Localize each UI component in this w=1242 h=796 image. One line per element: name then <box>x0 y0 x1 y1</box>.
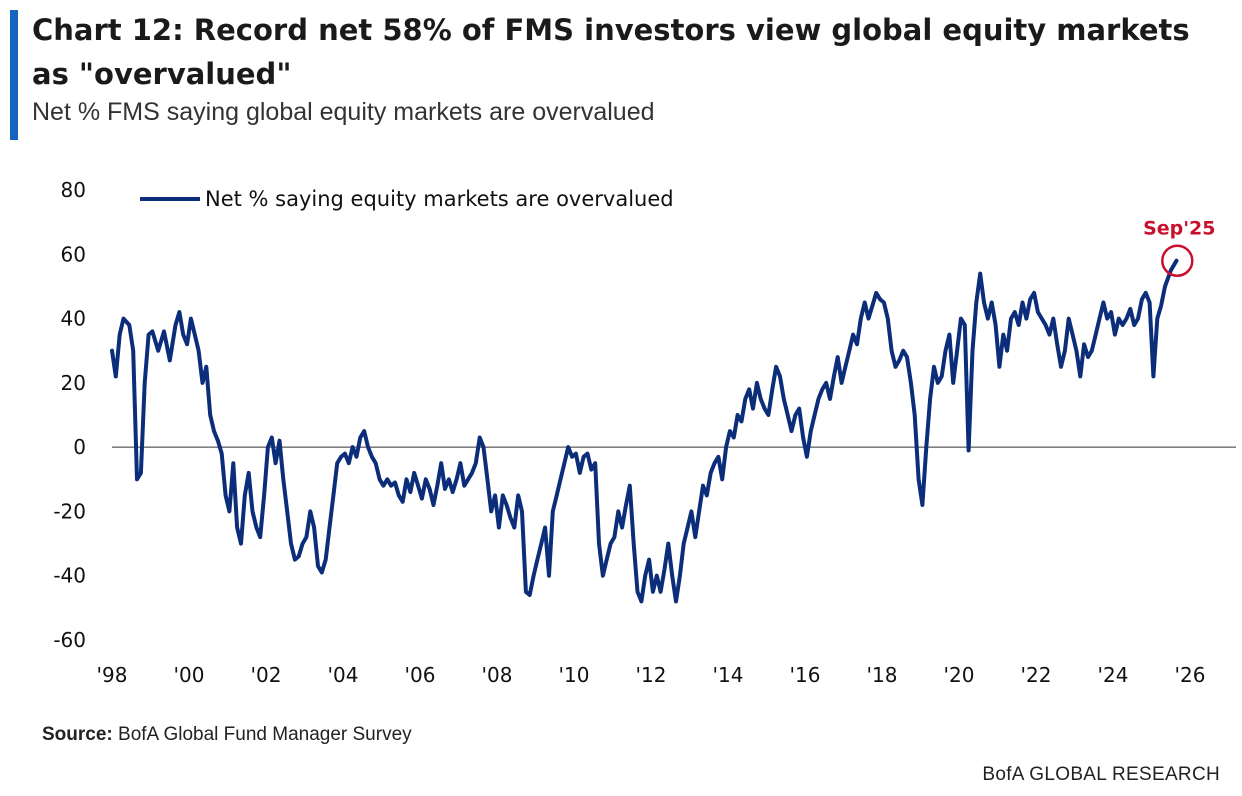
callout-label: Sep'25 <box>1143 218 1215 240</box>
line-chart: 80 60 40 20 0 -20 -40 -60 '98 '00 '02 '04 '06 '08 '10… <box>53 178 1236 687</box>
annotation: Sep'25 <box>1143 218 1216 277</box>
x-tick-label: '00 <box>174 663 205 687</box>
x-tick-label: '98 <box>97 663 128 687</box>
y-tick-label: 40 <box>61 307 86 331</box>
x-tick-label: '20 <box>944 663 975 687</box>
x-tick-label: '14 <box>713 663 744 687</box>
title-accent-bar <box>10 10 18 140</box>
y-tick-label: 60 <box>61 242 86 266</box>
y-tick-label: 20 <box>61 371 86 395</box>
x-tick-label: '08 <box>482 663 513 687</box>
y-tick-label: 0 <box>73 435 86 459</box>
x-tick-label: '24 <box>1098 663 1129 687</box>
series-line <box>110 258 1179 604</box>
x-tick-label: '18 <box>867 663 898 687</box>
chart-subtitle: Net % FMS saying global equity markets a… <box>32 98 655 126</box>
x-tick-label: '10 <box>559 663 590 687</box>
y-tick-label: -60 <box>53 628 86 652</box>
source-label: Source: <box>42 724 113 745</box>
brand-label: BofA GLOBAL RESEARCH <box>982 764 1220 785</box>
y-tick-label: 80 <box>61 178 86 202</box>
x-tick-label: '26 <box>1175 663 1206 687</box>
legend-label: Net % saying equity markets are overvalu… <box>205 187 674 211</box>
x-axis: '98 '00 '02 '04 '06 '08 '10 '12 '14 '16 '18 '20 '22 '… <box>97 663 1206 687</box>
chart-title: Chart 12: Record net 58% of FMS investor… <box>32 13 1190 91</box>
x-tick-label: '02 <box>251 663 282 687</box>
y-axis: 80 60 40 20 0 -20 -40 -60 <box>53 178 86 652</box>
x-tick-label: '04 <box>328 663 359 687</box>
x-tick-label: '22 <box>1021 663 1052 687</box>
x-tick-label: '16 <box>790 663 821 687</box>
source-note: Source: BofA Global Fund Manager Survey <box>42 724 412 746</box>
x-tick-label: '12 <box>636 663 667 687</box>
x-tick-label: '06 <box>405 663 436 687</box>
y-tick-label: -40 <box>53 564 86 588</box>
y-tick-label: -20 <box>53 499 86 523</box>
source-text: BofA Global Fund Manager Survey <box>118 724 412 745</box>
callout-circle <box>1161 244 1194 277</box>
legend: Net % saying equity markets are overvalu… <box>140 187 674 211</box>
